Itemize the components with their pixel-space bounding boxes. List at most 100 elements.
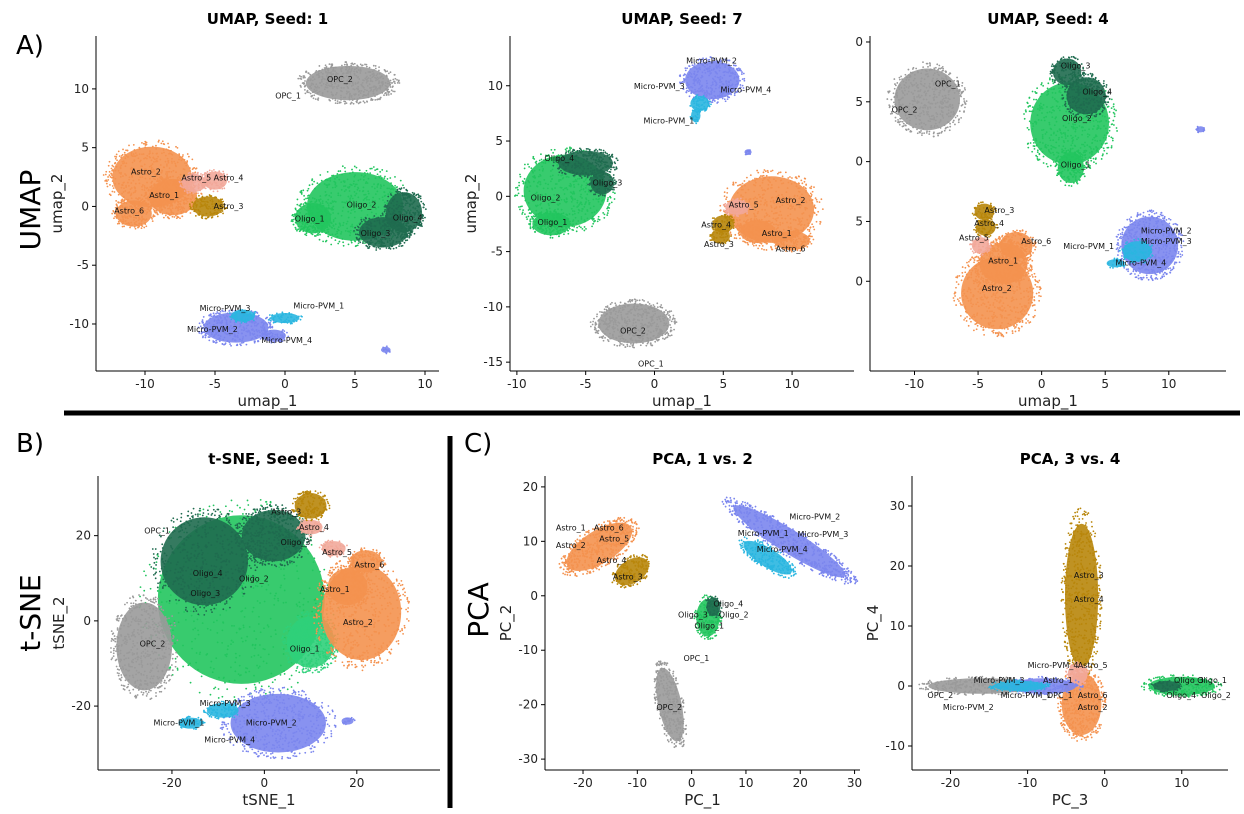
cell-point [718, 69, 721, 72]
cell-point [341, 173, 343, 176]
cell-point [403, 234, 406, 236]
cell-point [314, 235, 317, 237]
cell-point [366, 80, 368, 83]
cell-point [208, 314, 211, 317]
cell-point [291, 214, 294, 217]
cell-point [407, 209, 410, 212]
cell-point [592, 205, 595, 208]
y-axis-label: umap_2 [48, 174, 67, 234]
cell-point [600, 156, 603, 159]
cell-point [141, 141, 143, 144]
cell-point [105, 182, 108, 185]
chart-panels: UMAP, Seed: 1-10 -5 0 5 10-10-50510umap_1uma… [48, 10, 1231, 810]
cell-point [137, 172, 140, 175]
cell-point [578, 177, 581, 180]
cell-point [133, 222, 136, 224]
cell-point [316, 229, 319, 232]
cell-point [125, 222, 128, 225]
cell-point [378, 81, 381, 84]
cell-point [386, 241, 389, 244]
cell-point [147, 205, 150, 208]
cell-point [211, 170, 213, 172]
cell-point [250, 325, 253, 328]
cell-point [340, 231, 343, 233]
cell-point [362, 79, 364, 81]
cell-point [573, 186, 576, 188]
cell-point [275, 312, 278, 315]
cell-point [378, 198, 381, 200]
cell-point [411, 230, 414, 232]
cell-point [165, 177, 168, 179]
cell-point [350, 239, 353, 242]
cell-point [568, 213, 571, 215]
cell-point [309, 73, 312, 76]
cell-point [255, 329, 258, 331]
cell-point [376, 190, 379, 193]
cell-point [323, 88, 326, 91]
cell-point [326, 186, 329, 189]
cell-point [609, 155, 612, 158]
cell-point [393, 73, 396, 76]
cell-point [130, 151, 133, 154]
cell-point [285, 318, 288, 321]
cell-point [326, 184, 329, 187]
cell-point [183, 158, 186, 161]
cell-point [697, 97, 700, 99]
cell-point [373, 88, 375, 91]
cell-point [717, 98, 719, 100]
cell-point [391, 184, 394, 187]
cell-point [354, 174, 356, 177]
cell-point [245, 327, 248, 330]
cell-point [331, 233, 334, 236]
cell-point [128, 191, 130, 194]
cell-point [187, 194, 190, 197]
cell-point [134, 182, 137, 185]
cell-point [315, 83, 318, 86]
cell-point [555, 183, 558, 185]
cell-point [214, 171, 217, 173]
cell-point [213, 168, 215, 171]
cell-point [406, 233, 408, 236]
cell-point [595, 198, 598, 200]
cell-point [176, 188, 178, 191]
cell-point [576, 172, 579, 174]
x-axis-label: umap_1 [238, 392, 298, 411]
cell-point [400, 226, 403, 229]
cell-point [586, 157, 588, 160]
cell-point [584, 202, 587, 204]
cell-point [216, 211, 218, 214]
cell-point [132, 191, 135, 194]
panel-title: UMAP, Seed: 7 [621, 10, 742, 28]
cell-point [698, 78, 701, 81]
cell-point [519, 208, 521, 211]
cell-point [590, 157, 593, 160]
cell-point [144, 223, 147, 226]
cell-point [172, 183, 175, 186]
cell-point [326, 228, 329, 231]
cell-point [551, 174, 554, 177]
cell-point [387, 92, 390, 94]
cell-point [740, 69, 742, 72]
cell-point [181, 155, 184, 158]
cell-point [356, 188, 359, 191]
cell-point [323, 183, 326, 185]
cell-point [606, 152, 608, 155]
cell-point [543, 179, 546, 181]
cell-point [706, 70, 709, 73]
cell-point [121, 192, 123, 195]
cell-point [700, 99, 703, 101]
cell-point [738, 68, 741, 71]
cell-point [224, 318, 227, 320]
cell-point [295, 316, 298, 319]
cell-point [527, 215, 530, 218]
cell-point [403, 241, 406, 244]
cell-point [592, 222, 595, 225]
cell-point [557, 167, 560, 170]
cell-point [150, 159, 153, 162]
cell-point [186, 153, 189, 155]
cell-point [388, 246, 391, 249]
cell-point [379, 170, 382, 173]
cell-point [586, 193, 589, 196]
cell-point [263, 333, 266, 336]
cell-point [318, 238, 321, 241]
